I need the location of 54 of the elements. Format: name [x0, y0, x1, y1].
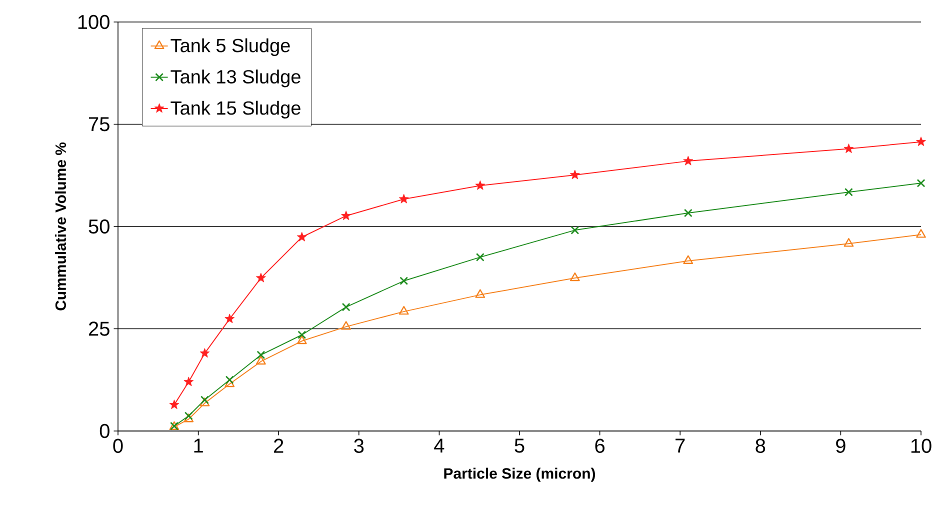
- point: [570, 226, 580, 234]
- y-tick-label: 75: [89, 117, 110, 132]
- point: [398, 306, 409, 315]
- y-tick-label: 100: [78, 14, 110, 30]
- point: [683, 255, 694, 264]
- point: [224, 314, 235, 324]
- point: [200, 348, 210, 358]
- point: [169, 400, 180, 410]
- point: [570, 170, 580, 180]
- y-tick-label: 0: [100, 424, 110, 438]
- point: [398, 194, 409, 204]
- x-tick-label: 5: [514, 438, 524, 453]
- point: [916, 136, 926, 146]
- x-tick-label: 10: [911, 438, 932, 453]
- x-tick-label: 6: [595, 438, 604, 453]
- x-tick-label: 1: [194, 438, 203, 453]
- point: [256, 350, 266, 360]
- point: [256, 272, 266, 282]
- point: [844, 188, 853, 196]
- point: [400, 276, 408, 286]
- point: [184, 376, 194, 386]
- point: [341, 210, 352, 220]
- point: [570, 272, 580, 282]
- y-tick-label: 25: [88, 322, 110, 336]
- x-tick-label: 7: [676, 438, 685, 453]
- x-tick-label: 8: [756, 438, 766, 453]
- point: [296, 232, 307, 242]
- point: [225, 376, 234, 384]
- point: [683, 156, 694, 166]
- y-axis-title: Cummulative Volume %: [55, 142, 66, 310]
- point: [475, 289, 486, 298]
- point: [844, 238, 854, 247]
- point: [684, 208, 692, 218]
- point: [476, 252, 484, 262]
- y-tick-label: 50: [88, 219, 110, 234]
- legend-label: Tank 5 Sludge: [170, 38, 290, 56]
- legend-label: Tank 15 Sludge: [170, 100, 300, 119]
- point: [224, 378, 235, 388]
- x-tick-label: 2: [274, 438, 284, 453]
- x-tick-label: 9: [836, 438, 846, 453]
- point: [475, 180, 486, 190]
- point: [916, 178, 926, 188]
- point: [916, 229, 926, 238]
- x-tick-label: 0: [113, 438, 123, 453]
- point: [844, 144, 854, 154]
- point: [256, 356, 266, 365]
- x-axis-title: Particle Size (micron): [444, 468, 596, 482]
- point: [298, 330, 306, 340]
- legend-label: Tank 13 Sludge: [170, 70, 300, 88]
- x-tick-label: 4: [434, 438, 444, 453]
- point: [296, 335, 307, 344]
- point: [341, 321, 351, 330]
- x-tick-label: 3: [354, 438, 364, 453]
- point: [342, 302, 350, 312]
